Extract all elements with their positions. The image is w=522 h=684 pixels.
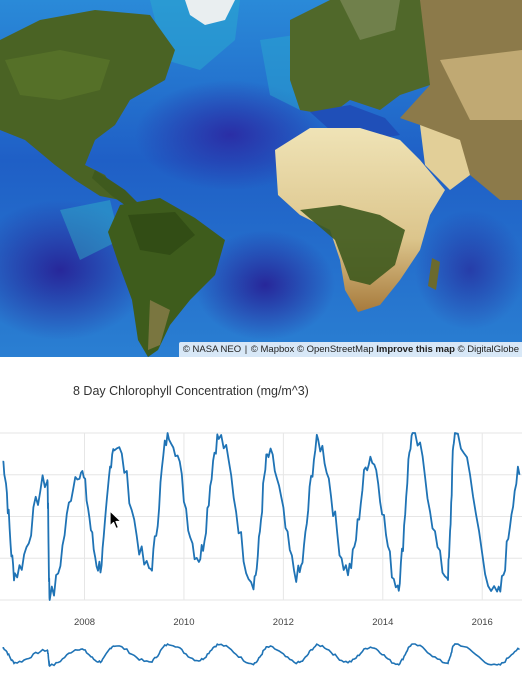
greenland [185, 0, 235, 25]
patagonia [148, 300, 170, 350]
range-selector-line [2, 642, 520, 668]
map-attribution: © NASA NEO | © Mapbox © OpenStreetMap Im… [178, 342, 522, 357]
arabian-peninsula [420, 125, 470, 190]
south-atlantic-gyre [195, 230, 335, 340]
improve-map-link[interactable]: Improve this map [376, 344, 455, 355]
x-tick-label: 2012 [273, 617, 294, 628]
attribution-osm[interactable]: © OpenStreetMap [296, 344, 374, 355]
chart-title: 8 Day Chlorophyll Concentration (mg/m^3) [73, 384, 309, 398]
x-tick-label: 2008 [74, 617, 95, 628]
central-america [92, 170, 140, 210]
madagascar [428, 258, 440, 290]
north-america-plains [5, 50, 110, 100]
europe [290, 0, 440, 115]
mouse-pointer-icon [109, 510, 122, 530]
series-line[interactable] [2, 432, 521, 601]
chlorophyll-time-series-chart[interactable]: 2008 2010 2012 2014 2016 [0, 425, 522, 635]
x-tick-label: 2010 [173, 617, 194, 628]
chart-grid [0, 432, 522, 601]
x-axis-ticks: 2008 2010 2012 2014 2016 [74, 617, 493, 628]
mediterranean-sea [310, 105, 400, 140]
pacific-coastal-bloom [60, 200, 120, 260]
attribution-digitalglobe[interactable]: © DigitalGlobe [457, 344, 519, 355]
scandinavia [340, 0, 400, 40]
attribution-separator: | [244, 344, 248, 355]
world-map[interactable]: © NASA NEO | © Mapbox © OpenStreetMap Im… [0, 0, 522, 357]
indian-ocean-gyre [415, 210, 522, 330]
attribution-nasa[interactable]: © NASA NEO [182, 344, 242, 355]
x-tick-label: 2014 [372, 617, 393, 628]
x-tick-label: 2016 [472, 617, 493, 628]
amazon-basin [128, 212, 195, 255]
attribution-mapbox[interactable]: © Mapbox [250, 344, 295, 355]
central-asia-desert [440, 50, 522, 120]
central-africa-rainforest [300, 205, 405, 285]
chlorophyll-map-layer [0, 0, 522, 357]
range-selector-chart[interactable] [0, 636, 522, 684]
